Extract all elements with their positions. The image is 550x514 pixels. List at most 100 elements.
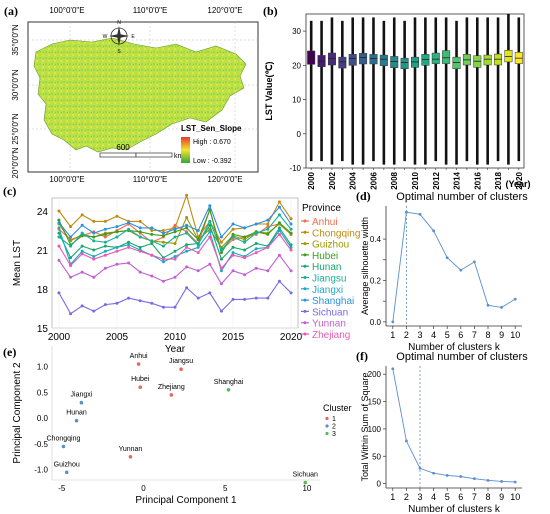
y-tick-label: 18 (37, 285, 49, 296)
series-point (115, 301, 119, 305)
series-point (459, 475, 463, 478)
series-point (405, 210, 408, 214)
series-point (231, 232, 235, 236)
compass-n-label: N (117, 20, 121, 26)
legend-title: Cluster (323, 403, 352, 413)
series-point (277, 253, 281, 257)
series-point (196, 251, 200, 255)
series-point (127, 245, 131, 249)
legend-marker (303, 276, 307, 279)
series-point (500, 305, 503, 309)
series-point (138, 230, 142, 234)
series-point (69, 225, 73, 229)
legend-marker (325, 416, 329, 421)
study-region (33, 37, 247, 153)
x-tick-label: 2010 (164, 332, 187, 343)
series-point (196, 245, 200, 249)
compass-w-label: W (103, 34, 108, 40)
series-point (92, 235, 96, 239)
series-point (127, 240, 131, 244)
y-axis-label: Average silhouette width (360, 217, 370, 315)
series-point (161, 240, 165, 244)
series-point (277, 279, 281, 283)
x-tick-label: 2010 (411, 171, 420, 189)
y-tick-label: 0.5 (37, 388, 49, 397)
series-point (266, 218, 270, 222)
legend-marker (303, 309, 307, 313)
box (390, 56, 399, 68)
y-tick-label: -0.5 (34, 440, 48, 449)
y-tick-label: 0 (377, 480, 382, 489)
series-point (80, 231, 84, 235)
series-point (173, 249, 177, 253)
x-tick-label: 10 (302, 484, 311, 493)
series-point (513, 480, 517, 484)
boxplot-chart: -10 0 10 20 30 2000 2002 2004 2006 2008 2010 2012 20… (264, 13, 531, 190)
series-point (231, 297, 235, 301)
series-point (173, 257, 177, 261)
y-tick-label: 15 (37, 324, 49, 335)
series-point (219, 266, 223, 270)
scatter-point (303, 480, 308, 485)
series-point (161, 234, 165, 238)
series-point (219, 235, 223, 239)
point-label: Zhejiang (158, 384, 185, 391)
series-point (92, 255, 96, 258)
legend-marker (303, 230, 307, 234)
y-axis-label: Principal Component 2 (12, 362, 23, 464)
panel-label-d: (d) (356, 189, 371, 203)
series-point (219, 240, 223, 244)
series-point (231, 222, 235, 226)
legend-label: Guizhou (312, 240, 349, 251)
series-point (432, 229, 435, 233)
x-tick-label: 7 (472, 330, 477, 340)
scatter-point (79, 400, 84, 405)
series-point (115, 214, 119, 218)
series-point (405, 439, 408, 443)
series-point (266, 269, 270, 273)
x-tick-label: 2000 (48, 332, 71, 343)
series-point (445, 474, 449, 477)
map-legend-colorbar (181, 137, 190, 163)
series-point (103, 253, 107, 257)
legend-marker (303, 253, 307, 257)
legend-label: Shanghai (312, 296, 354, 307)
series-point (231, 238, 235, 242)
map-lon-tick: 100°0'0"E (49, 6, 84, 15)
point-label: Jiangsu (169, 358, 193, 365)
x-tick-label: 2014 (453, 171, 462, 189)
series-point (231, 253, 235, 257)
series-point (103, 235, 107, 239)
y-tick-label: 0.4 (370, 235, 382, 244)
y-tick-label: 100 (368, 425, 382, 434)
series-point (219, 309, 223, 313)
series-line (392, 211, 516, 322)
series-point (80, 223, 84, 227)
series-point (266, 232, 270, 236)
series-point (243, 297, 247, 301)
wss-chart: Optimal number of clusters 0 50 100 150 200 1 2… (360, 351, 528, 514)
series-point (486, 303, 490, 307)
series-point (161, 279, 165, 283)
x-tick-label: 2018 (494, 171, 503, 189)
series-point (219, 269, 223, 273)
legend-label: Chongqing (312, 228, 360, 239)
y-tick-label: 200 (368, 370, 382, 379)
series-point (266, 296, 270, 300)
series-point (289, 248, 293, 252)
point-label: Chongqing (47, 436, 81, 443)
map-panel: N S W E 600 km LST_Sen_Slope High : 0.67… (11, 6, 259, 184)
y-tick-label: 20 (292, 61, 301, 70)
x-tick-label: 2015 (222, 332, 245, 343)
map-legend-low: Low : -0.392 (193, 158, 232, 165)
y-axis-label: Total Within Sum of Square (360, 372, 370, 481)
series-point (185, 249, 189, 253)
box (348, 54, 357, 66)
x-axis-label: Principal Component 1 (135, 495, 237, 506)
map-lat-tick: 30°0'0"N (11, 69, 20, 100)
series-point (69, 235, 73, 239)
scatter-point (61, 444, 66, 449)
point-label: Anhui (130, 353, 148, 360)
point-label: Guizhou (54, 461, 80, 468)
series-point (92, 309, 96, 313)
